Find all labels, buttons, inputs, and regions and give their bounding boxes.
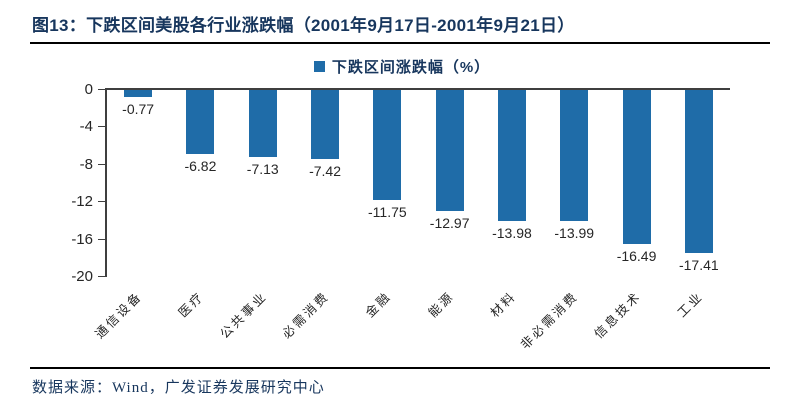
bar: [373, 90, 402, 200]
bar: [435, 90, 464, 212]
legend-label: 下跌区间涨跌幅（%）: [331, 59, 491, 76]
category-label: 能源: [425, 289, 457, 321]
bar: [560, 90, 589, 221]
y-tick-label: -12: [71, 193, 93, 211]
bar: [684, 90, 713, 253]
bar: [497, 90, 526, 221]
chart-legend: 下跌区间涨跌幅（%）: [0, 56, 804, 77]
y-tick: [98, 201, 105, 203]
y-tick-label: -4: [79, 118, 93, 136]
category-label: 材料: [487, 289, 519, 321]
title-divider: [30, 42, 770, 44]
x-axis-line: [105, 88, 730, 90]
y-tick-label: -16: [71, 230, 93, 248]
y-tick-label: -8: [79, 155, 93, 173]
data-source: 数据来源：Wind，广发证券发展研究中心: [32, 380, 325, 396]
footer-divider: [30, 367, 770, 369]
bar-value-label: -0.77: [122, 101, 155, 118]
category-label: 信息技术: [591, 289, 644, 342]
y-tick: [98, 163, 105, 165]
y-tick-label: -20: [71, 268, 93, 285]
bar: [186, 90, 215, 154]
legend-square-icon: [313, 61, 325, 72]
bar: [311, 90, 340, 160]
bar: [622, 90, 651, 245]
y-tick: [98, 89, 105, 90]
bar: [248, 90, 277, 157]
category-label: 非必需消费: [518, 289, 582, 352]
bar-value-label: -11.75: [368, 203, 407, 220]
bar-value-label: -17.41: [678, 256, 719, 273]
y-tick-label: 0: [84, 81, 93, 98]
page-title: 图13：下跌区间美股各行业涨跌幅（2001年9月17日-2001年9月21日）: [32, 16, 575, 35]
bar: [124, 90, 153, 98]
y-axis-line: [105, 88, 107, 277]
bar-value-label: -13.99: [554, 224, 595, 241]
y-tick: [98, 238, 105, 240]
y-tick: [98, 126, 105, 128]
bar-value-label: -12.97: [429, 215, 470, 232]
bar-value-label: -13.98: [492, 224, 532, 241]
category-label: 工业: [674, 289, 706, 321]
bar-value-label: -7.13: [246, 160, 279, 177]
bar-value-label: -7.42: [309, 163, 341, 180]
bar-value-label: -16.49: [616, 248, 657, 265]
bar-value-label: -6.82: [184, 157, 217, 174]
y-tick: [98, 276, 105, 277]
